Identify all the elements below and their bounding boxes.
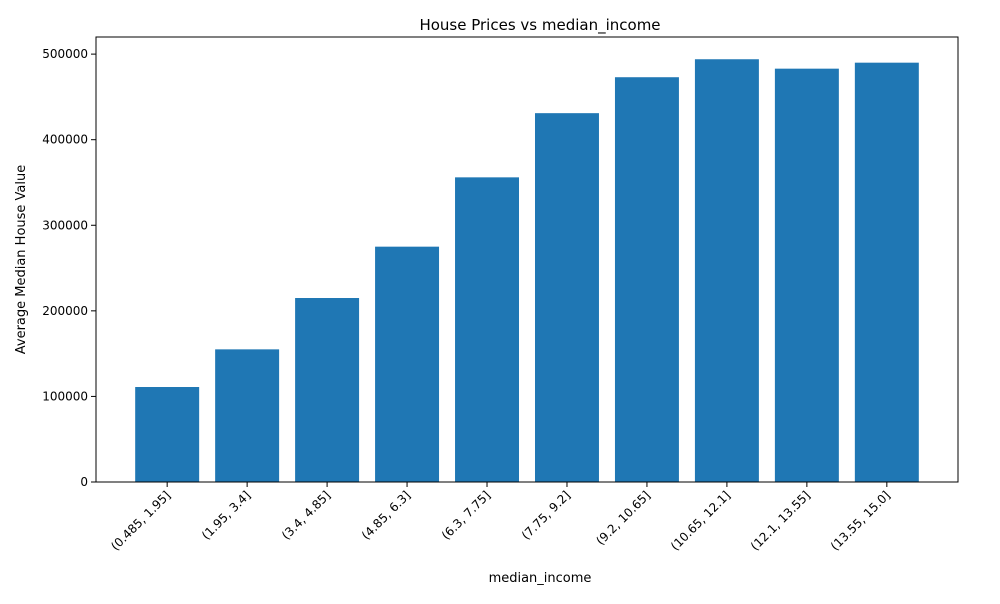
x-tick-label: (12.1, 13.55] [748,488,813,553]
y-axis-label: Average Median House Value [14,165,29,355]
x-axis-label: median_income [489,571,592,586]
chart-title: House Prices vs median_income [419,16,660,35]
x-axis-ticks: (0.485, 1.95] (1.95, 3.4] (3.4, 4.85] (4.85… [108,482,893,553]
bar [614,77,679,482]
y-tick-label: 0 [80,475,88,489]
y-tick-label: 500000 [42,47,88,61]
x-tick-label: (9.2, 10.65] [593,488,653,548]
x-tick-label: (0.485, 1.95] [108,488,173,553]
y-tick-label: 400000 [42,133,88,147]
y-axis-ticks: 0 100000 200000 300000 400000 500000 [42,47,96,489]
x-tick-label: (1.95, 3.4] [199,488,253,542]
bar [854,62,919,483]
x-tick-label: (10.65, 12.1] [668,488,733,553]
x-tick-label: (6.3, 7.75] [439,488,493,542]
bar [295,298,360,482]
bars-group [135,59,919,483]
x-tick-label: (3.4, 4.85] [279,488,333,542]
bar [215,349,280,482]
y-tick-label: 200000 [42,304,88,318]
x-tick-label: (13.55, 15.0] [828,488,893,553]
y-tick-label: 100000 [42,389,88,403]
bar [774,68,839,483]
y-tick-label: 300000 [42,218,88,232]
plot-frame [95,36,959,483]
bar [135,387,200,482]
bar [694,59,759,482]
x-tick-label: (7.75, 9.2] [519,488,573,542]
bar [375,246,440,482]
x-tick-label: (4.85, 6.3] [359,488,413,542]
bar [455,177,520,482]
bar [534,113,599,483]
